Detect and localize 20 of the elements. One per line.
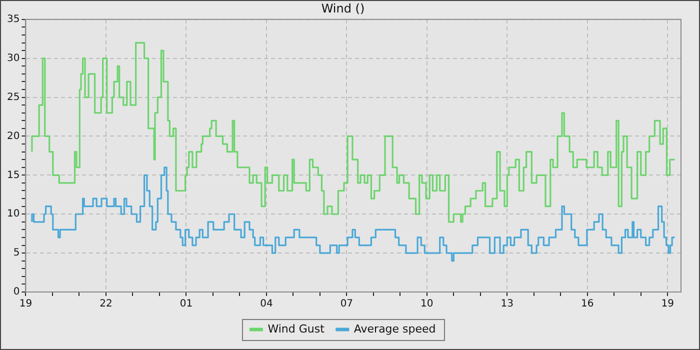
legend-label: Wind Gust: [268, 322, 326, 336]
y-tick-label: 0: [13, 286, 20, 298]
y-tick-label: 5: [13, 248, 20, 259]
legend-label: Average speed: [354, 322, 436, 336]
x-tick-label: 04: [260, 298, 273, 310]
y-tick-label: 30: [6, 52, 20, 64]
y-tick-label: 25: [6, 92, 20, 103]
chart-title: Wind (): [321, 1, 365, 16]
x-tick-label: 07: [340, 298, 354, 310]
x-tick-label: 01: [180, 298, 193, 310]
y-tick-label: 20: [6, 130, 20, 142]
x-tick-label: 13: [500, 298, 514, 310]
x-tick-label: 19: [19, 298, 32, 310]
y-tick-label: 15: [6, 170, 20, 181]
x-tick-label: 10: [420, 298, 434, 310]
x-tick-label: 16: [581, 298, 594, 310]
y-tick-label: 35: [6, 14, 20, 25]
x-tick-label: 19: [661, 298, 674, 310]
x-tick-label: 22: [100, 298, 112, 310]
y-tick-label: 10: [6, 208, 20, 220]
